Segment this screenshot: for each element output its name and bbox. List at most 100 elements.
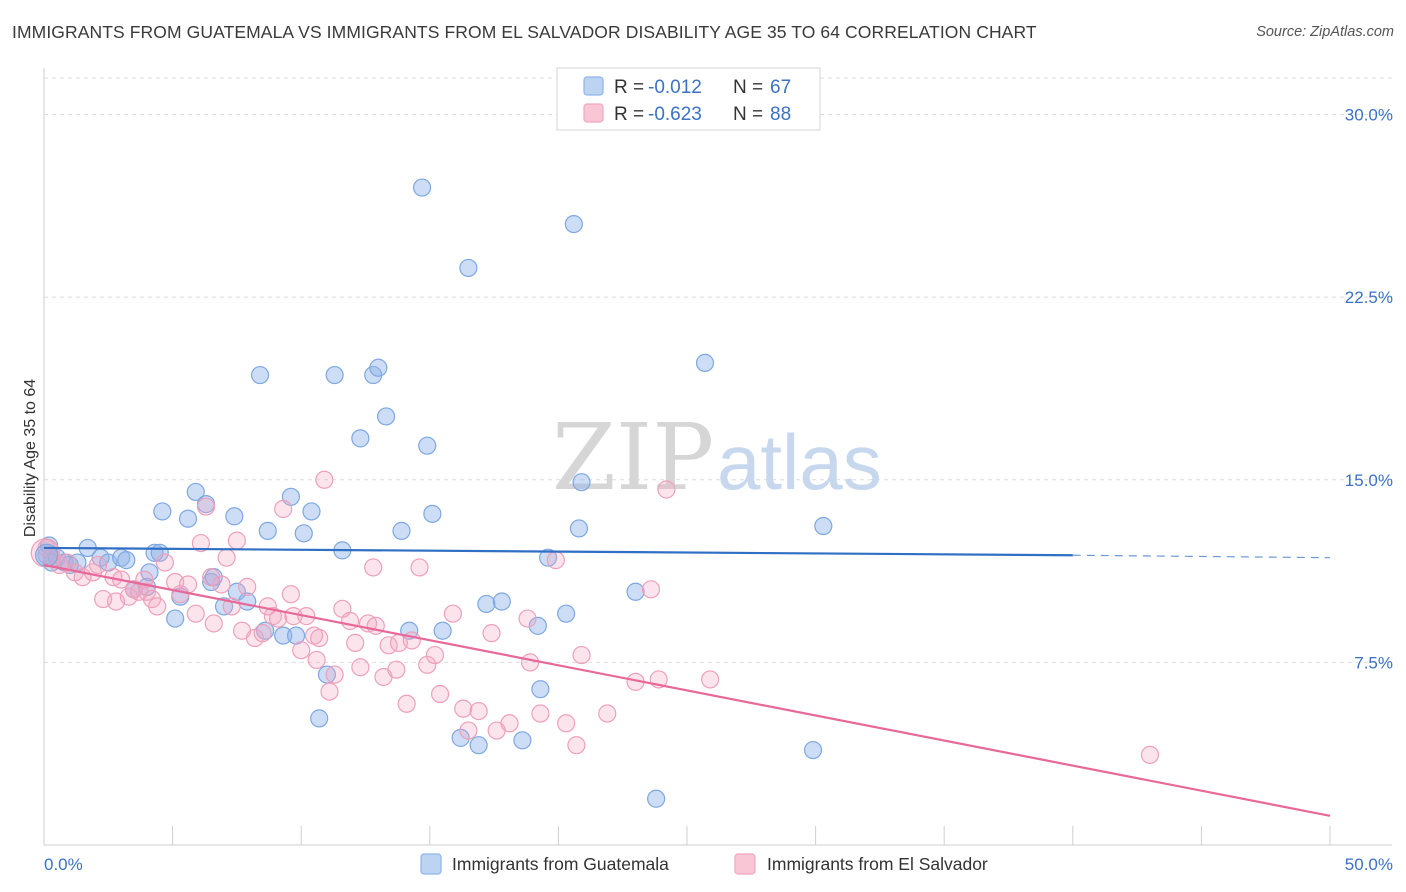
el-salvador-point bbox=[454, 699, 473, 718]
el-salvador-point bbox=[202, 568, 221, 587]
legend-r-label-guatemala: R = bbox=[614, 77, 644, 98]
guatemala-point bbox=[477, 594, 496, 614]
watermark-zip: ZIP bbox=[552, 404, 714, 511]
y-tick-label: 22.5% bbox=[1345, 288, 1393, 307]
points-layer bbox=[30, 178, 1160, 808]
guatemala-point bbox=[186, 482, 205, 502]
guatemala-point bbox=[647, 789, 666, 808]
el-salvador-point bbox=[325, 665, 344, 684]
guatemala-point bbox=[459, 258, 478, 278]
guatemala-point bbox=[258, 521, 277, 540]
guatemala-point bbox=[310, 709, 329, 728]
legend-swatch-guatemala bbox=[583, 76, 604, 96]
guatemala-point bbox=[274, 626, 293, 645]
guatemala-point bbox=[256, 621, 275, 640]
el-salvador-point bbox=[641, 580, 661, 599]
x-tick-label-min: 0.0% bbox=[44, 855, 83, 874]
el-salvador-point bbox=[155, 553, 174, 572]
guatemala-point bbox=[325, 365, 344, 385]
guatemala-point bbox=[294, 524, 313, 543]
el-salvador-point bbox=[598, 704, 617, 723]
el-salvador-point bbox=[196, 497, 216, 516]
guatemala-point bbox=[423, 504, 442, 523]
guatemala-point bbox=[412, 178, 432, 197]
el-salvador-point bbox=[364, 558, 383, 577]
bottom-legend-label-guatemala: Immigrants from Guatemala bbox=[452, 854, 669, 874]
el-salvador-point bbox=[253, 624, 272, 643]
bottom-legend-swatch-el-salvador bbox=[734, 853, 756, 875]
y-tick-label: 7.5% bbox=[1354, 653, 1393, 672]
el-salvador-point bbox=[281, 585, 301, 604]
guatemala-point bbox=[528, 616, 547, 635]
el-salvador-point bbox=[310, 628, 329, 648]
el-salvador-point bbox=[387, 660, 406, 679]
el-salvador-point bbox=[351, 658, 370, 677]
legend-r-value-el-salvador: -0.623 bbox=[648, 104, 702, 125]
guatemala-point bbox=[814, 516, 833, 536]
guatemala-point bbox=[351, 429, 370, 448]
el-salvador-point bbox=[701, 670, 720, 689]
el-salvador-point bbox=[320, 682, 339, 701]
el-salvador-point bbox=[557, 714, 576, 733]
watermark: ZIP atlas bbox=[552, 404, 882, 511]
legend-r-value-guatemala: -0.012 bbox=[648, 77, 702, 98]
guatemala-point bbox=[214, 597, 234, 616]
series-legend: Immigrants from Guatemala Immigrants fro… bbox=[420, 853, 988, 875]
el-salvador-point bbox=[1140, 745, 1160, 765]
y-tick-label: 30.0% bbox=[1345, 106, 1393, 125]
guatemala-trend-line bbox=[43, 546, 1073, 557]
el-salvador-point bbox=[58, 553, 77, 572]
legend-n-value-el-salvador: 88 bbox=[770, 104, 791, 125]
el-salvador-point bbox=[88, 555, 108, 575]
guatemala-point bbox=[469, 736, 488, 755]
guatemala-point bbox=[451, 728, 470, 747]
guatemala-point bbox=[557, 604, 576, 623]
el-salvador-point bbox=[346, 633, 365, 653]
guatemala-point bbox=[418, 436, 437, 455]
guatemala-point bbox=[531, 680, 550, 699]
el-salvador-point bbox=[518, 609, 537, 628]
el-salvador-point bbox=[425, 645, 445, 665]
guatemala-point bbox=[178, 509, 198, 528]
el-salvador-point bbox=[418, 655, 437, 674]
el-salvador-point bbox=[227, 531, 246, 550]
el-salvador-trend-line bbox=[43, 563, 1331, 817]
el-salvador-point bbox=[443, 604, 463, 623]
el-salvador-point bbox=[469, 701, 488, 721]
el-salvador-point bbox=[212, 575, 231, 594]
el-salvador-point bbox=[531, 704, 550, 723]
el-salvador-point bbox=[572, 645, 591, 665]
guatemala-point bbox=[572, 473, 591, 492]
el-salvador-point bbox=[148, 597, 167, 616]
legend-r-label-el-salvador: R = bbox=[614, 104, 644, 125]
el-salvador-point bbox=[657, 480, 676, 499]
grid-layer bbox=[44, 77, 1392, 663]
legend-n-value-guatemala: 67 bbox=[770, 77, 791, 98]
guatemala-point bbox=[392, 521, 411, 540]
legend-n-label-el-salvador: N = bbox=[733, 104, 763, 125]
guatemala-point bbox=[117, 551, 136, 570]
axis-layer bbox=[43, 68, 1392, 846]
guatemala-point bbox=[626, 582, 645, 601]
el-salvador-point bbox=[217, 548, 236, 567]
el-salvador-point bbox=[204, 614, 223, 633]
guatemala-point bbox=[369, 358, 388, 377]
guatemala-point bbox=[513, 731, 532, 750]
guatemala-point bbox=[564, 214, 583, 234]
x-tick-label-max: 50.0% bbox=[1345, 855, 1393, 874]
stats-legend: R = -0.012 N = 67 R = -0.623 N = 88 bbox=[556, 67, 821, 131]
trend-layer bbox=[43, 546, 1331, 817]
el-salvador-point bbox=[178, 575, 198, 594]
el-salvador-point bbox=[500, 714, 519, 733]
guatemala-point bbox=[302, 502, 321, 521]
bottom-legend-label-el-salvador: Immigrants from El Salvador bbox=[767, 854, 988, 874]
el-salvador-point bbox=[546, 551, 565, 570]
y-axis-label: Disability Age 35 to 64 bbox=[22, 379, 39, 537]
el-salvador-point bbox=[567, 736, 586, 755]
guatemala-point bbox=[166, 609, 185, 628]
guatemala-trend-extension bbox=[1072, 554, 1331, 559]
el-salvador-point bbox=[292, 641, 311, 660]
guatemala-point bbox=[250, 365, 270, 385]
guatemala-point bbox=[695, 353, 715, 372]
tick-label-layer: 7.5% 15.0% 22.5% 30.0% 0.0% 50.0% bbox=[44, 106, 1393, 874]
